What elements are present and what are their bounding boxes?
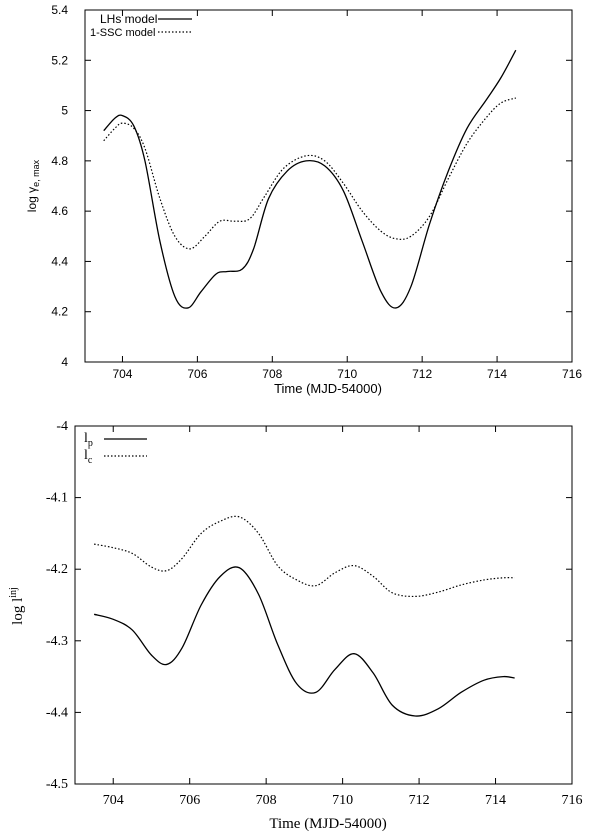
top-series-line-0	[103, 49, 517, 309]
top-chart: 704 706 708 710 712 714 716 4 4.2 4.4 4.6 4.8 5 5.2 5.…	[25, 3, 582, 396]
bottom-chart: 704 706 708 710 712 714 716 -4 -4.1 -4.2 -4.3 -4.4 -…	[8, 419, 583, 832]
bottom-legend-lp-main: l	[84, 431, 88, 446]
top-legend-label-ssc: 1-SSC model	[90, 27, 155, 39]
top-y-axis-label-main: log γ	[25, 187, 39, 212]
bottom-series	[93, 515, 515, 717]
top-y-tick-label: 4.6	[51, 204, 68, 218]
top-legend: LHs model 1-SSC model	[90, 12, 192, 39]
top-legend-label-lhs: LHs model	[100, 12, 157, 26]
top-x-tick-label: 714	[487, 367, 507, 381]
bottom-legend-lc-main: l	[84, 448, 88, 463]
top-y-tick-label: 5.4	[51, 3, 68, 17]
top-y-tick-label: 4.2	[51, 305, 68, 319]
bottom-y-tick-label: -4.1	[46, 491, 68, 506]
bottom-x-tick-label: 708	[256, 793, 277, 808]
top-y-tick-label: 5	[61, 104, 68, 118]
bottom-y-axis-label-main: log l	[10, 598, 26, 625]
top-y-tick-label: 4.8	[51, 154, 68, 168]
top-y-tick-label: 5.2	[51, 53, 68, 67]
top-x-tick-label: 704	[112, 367, 132, 381]
top-x-tick-label: 716	[562, 367, 582, 381]
bottom-legend-lc-sub: c	[88, 455, 93, 466]
bottom-y-tick-label: -4.4	[46, 705, 68, 720]
top-series-line-1	[103, 97, 517, 250]
bottom-x-tick-label: 706	[179, 793, 200, 808]
bottom-y-axis-label: log linj	[8, 587, 26, 625]
top-x-tick-label: 710	[337, 367, 357, 381]
top-ticks: 704 706 708 710 712 714 716 4 4.2 4.4 4.6 4.8 5 5.2 5.…	[51, 3, 582, 381]
top-plot-frame	[84, 9, 573, 363]
bottom-legend-label-lc: lc	[84, 448, 93, 466]
bottom-x-tick-label: 710	[332, 793, 353, 808]
bottom-y-tick-label: -4.5	[46, 777, 68, 792]
bottom-series-line-0	[93, 566, 515, 717]
bottom-legend-lp-sub: p	[88, 438, 93, 449]
bottom-y-tick-label: -4	[56, 419, 68, 434]
top-x-tick-label: 712	[412, 367, 432, 381]
bottom-ticks: 704 706 708 710 712 714 716 -4 -4.1 -4.2 -4.3 -4.4 -…	[46, 419, 583, 808]
bottom-y-tick-label: -4.3	[46, 634, 68, 649]
bottom-x-tick-label: 714	[485, 793, 506, 808]
top-y-axis-label-sub: e, max	[31, 159, 41, 187]
bottom-x-axis-label: Time (MJD-54000)	[269, 816, 386, 832]
bottom-x-tick-label: 712	[409, 793, 430, 808]
bottom-y-axis-label-sup: inj	[8, 587, 19, 598]
top-x-tick-label: 708	[262, 367, 282, 381]
bottom-legend: lp lc	[84, 431, 147, 466]
top-y-tick-label: 4.4	[51, 254, 68, 268]
bottom-y-tick-label: -4.2	[46, 562, 68, 577]
bottom-x-tick-label: 704	[103, 793, 124, 808]
bottom-series-line-1	[94, 515, 515, 598]
top-y-tick-label: 4	[61, 355, 68, 369]
top-x-axis-label: Time (MJD-54000)	[274, 381, 382, 396]
bottom-x-tick-label: 716	[562, 793, 583, 808]
top-x-tick-label: 706	[187, 367, 207, 381]
bottom-legend-label-lp: lp	[84, 431, 93, 449]
bottom-plot-frame	[74, 425, 573, 785]
top-y-axis-label: log γe, max	[25, 159, 41, 212]
top-series	[103, 49, 517, 309]
